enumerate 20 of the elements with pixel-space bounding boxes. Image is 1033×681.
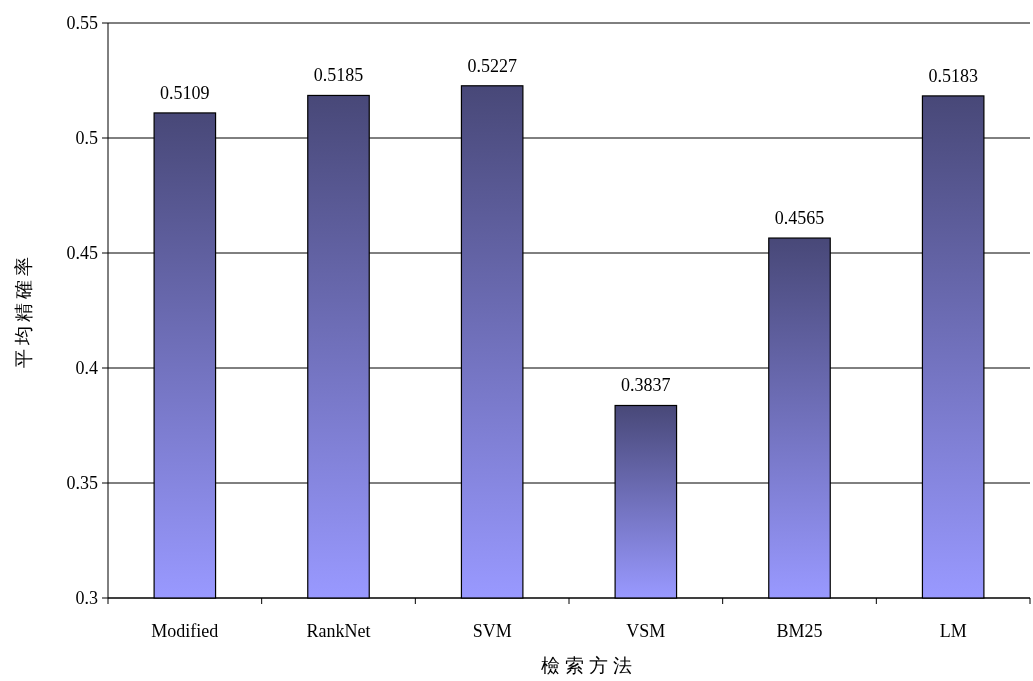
x-tick-label: VSM [626, 621, 666, 641]
data-label: 0.5185 [313, 65, 364, 86]
x-tick-label: SVM [472, 621, 512, 641]
y-tick-label: 0.35 [66, 473, 98, 493]
y-tick-label: 0.45 [66, 243, 98, 263]
y-axis-title: 平均精確率 [13, 253, 34, 368]
y-tick-label: 0.3 [75, 588, 98, 608]
y-tick-label: 0.4 [75, 358, 98, 378]
x-tick-label: Modified [151, 621, 219, 641]
data-label: 0.5227 [467, 55, 517, 76]
x-axis-title: 檢索方法 [541, 655, 637, 676]
x-tick-label: RankNet [306, 621, 371, 641]
data-label: 0.5109 [160, 82, 210, 103]
y-tick-label: 0.55 [66, 13, 98, 33]
data-label: 0.3837 [621, 375, 671, 396]
data-label: 0.4565 [774, 208, 825, 229]
x-tick-label: BM25 [776, 621, 823, 641]
data-label: 0.5183 [928, 65, 978, 86]
y-tick-label: 0.5 [75, 128, 98, 148]
x-tick-label: LM [939, 621, 967, 641]
